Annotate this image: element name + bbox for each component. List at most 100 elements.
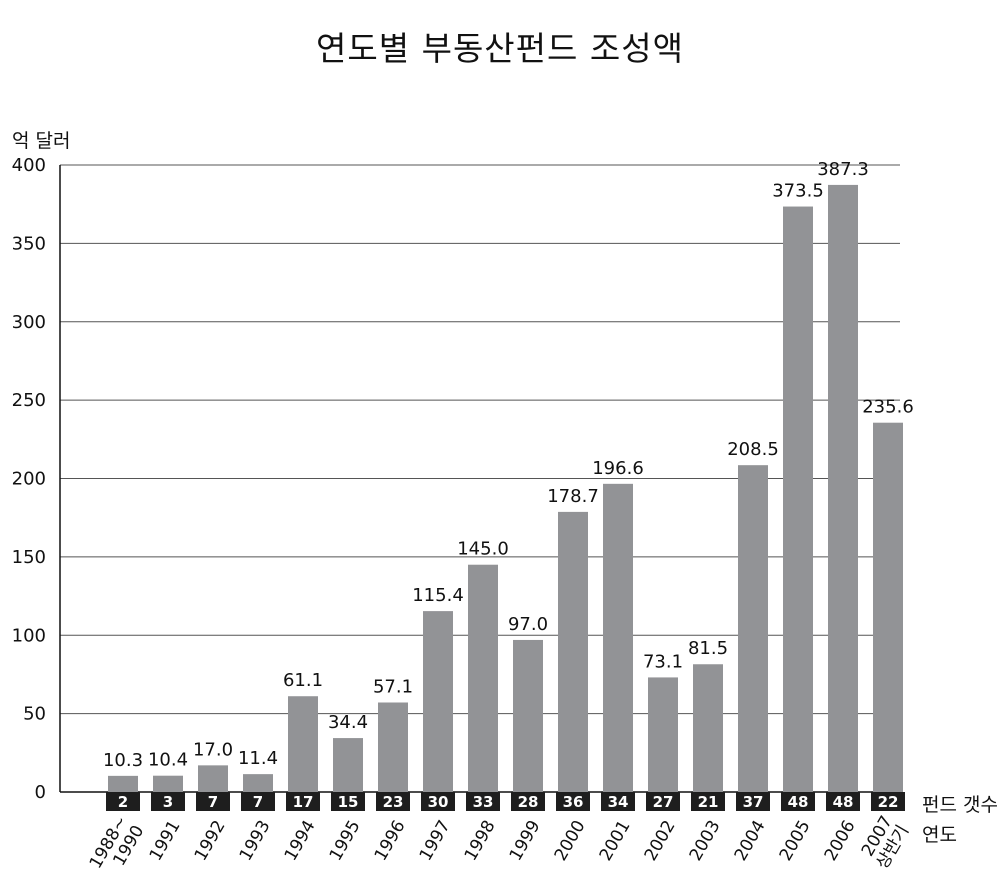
- x-tick-label-line: 2006: [821, 817, 860, 864]
- y-tick-label: 300: [12, 312, 46, 333]
- fund-count-value: 3: [163, 793, 173, 811]
- bar: [828, 184, 858, 793]
- x-tick-label: 2005: [776, 817, 815, 864]
- bar-value-label: 61.1: [283, 670, 323, 691]
- fund-count-box: [781, 792, 815, 811]
- bar: [513, 639, 543, 792]
- fund-count-value: 7: [253, 793, 263, 811]
- bar-value-label: 10.3: [103, 750, 143, 771]
- y-tick-label: 0: [35, 782, 46, 803]
- x-tick-label: 1993: [236, 817, 275, 864]
- fund-count-value: 30: [428, 793, 449, 811]
- bar: [648, 677, 678, 792]
- y-tick-label: 200: [12, 469, 46, 490]
- chart-title: 연도별 부동산펀드 조성액: [316, 29, 684, 68]
- x-tick-label-line: 2000: [551, 817, 590, 864]
- bar-value-label: 11.4: [238, 748, 278, 769]
- x-tick-label-line: 1997: [416, 817, 455, 864]
- bar: [738, 465, 768, 792]
- bar: [423, 611, 453, 792]
- y-tick-label: 50: [23, 704, 46, 725]
- y-tick-label: 400: [12, 155, 46, 176]
- fund-count-value: 36: [563, 793, 584, 811]
- x-tick-label: 1995: [326, 817, 365, 864]
- x-tick-label-line: 1994: [281, 817, 320, 864]
- bar-value-label: 10.4: [148, 750, 188, 771]
- fund-count-value: 48: [833, 793, 854, 811]
- x-tick-label: 2001: [596, 817, 635, 864]
- fund-count-value: 28: [518, 793, 539, 811]
- fund-count-box: [466, 792, 500, 811]
- bar-value-label: 178.7: [547, 486, 599, 507]
- fund-count-value: 7: [208, 793, 218, 811]
- fund-count-value: 33: [473, 793, 494, 811]
- bar: [468, 564, 498, 792]
- x-tick-label: 2006: [821, 817, 860, 864]
- fund-count-box: [421, 792, 455, 811]
- fund-count-box: [106, 792, 140, 811]
- fund-count-value: 17: [293, 793, 314, 811]
- x-tick-label: 2000: [551, 817, 590, 864]
- fund-count-box: [286, 792, 320, 811]
- x-tick-label: 1991: [146, 817, 185, 864]
- bar: [243, 774, 273, 792]
- x-tick-label-line: 2001: [596, 817, 635, 864]
- fund-count-box: [646, 792, 680, 811]
- x-tick-label-line: 2004: [731, 817, 770, 864]
- bar-value-label: 81.5: [688, 638, 728, 659]
- x-tick-label-line: 1993: [236, 817, 275, 864]
- x-tick-label: 1992: [191, 817, 230, 864]
- x-tick-label-line: 2003: [686, 817, 725, 864]
- bar: [288, 696, 318, 792]
- x-tick-label: 1994: [281, 817, 320, 864]
- bar-value-label: 387.3: [817, 159, 869, 180]
- fund-count-box: [151, 792, 185, 811]
- fund-count-box: [736, 792, 770, 811]
- x-tick-label: 1999: [506, 817, 545, 864]
- fund-count-value: 21: [698, 793, 719, 811]
- bar-value-label: 208.5: [727, 439, 779, 460]
- fund-count-value: 34: [608, 793, 629, 811]
- bar-value-label: 17.0: [193, 739, 233, 760]
- bar-value-label: 97.0: [508, 614, 548, 635]
- bar: [333, 738, 363, 792]
- bar: [693, 664, 723, 792]
- fund-count-box: [241, 792, 275, 811]
- bar-value-label: 73.1: [643, 651, 683, 672]
- y-tick-label: 150: [12, 547, 46, 568]
- fund-count-box: [826, 792, 860, 811]
- x-tick-label-line: 2002: [641, 817, 680, 864]
- fund-count-box: [511, 792, 545, 811]
- bar-value-label: 57.1: [373, 676, 413, 697]
- fund-count-box: [556, 792, 590, 811]
- bar: [378, 702, 408, 792]
- fund-count-box: [691, 792, 725, 811]
- y-tick-label: 350: [12, 233, 46, 254]
- x-tick-label-line: 1999: [506, 817, 545, 864]
- x-tick-label: 1996: [371, 817, 410, 864]
- y-tick-label: 100: [12, 625, 46, 646]
- x-tick-label: 1998: [461, 817, 500, 864]
- fund-count-value: 27: [653, 793, 674, 811]
- fund-count-value: 23: [383, 793, 404, 811]
- x-tick-label-line: 1996: [371, 817, 410, 864]
- bar: [783, 206, 813, 792]
- fund-count-value: 37: [743, 793, 764, 811]
- fund-count-value: 22: [878, 793, 899, 811]
- bar: [153, 775, 183, 792]
- bar: [108, 775, 138, 792]
- x-tick-label-line: 1995: [326, 817, 365, 864]
- x-tick-label: 1988~1990: [86, 813, 149, 873]
- bar: [198, 765, 228, 792]
- bar-value-label: 373.5: [772, 181, 824, 202]
- x-tick-label-line: 1992: [191, 817, 230, 864]
- x-axis-label: 연도: [922, 824, 957, 846]
- fund-count-row-label: 펀드 갯수: [922, 794, 998, 816]
- x-tick-label-line: 1991: [146, 817, 185, 864]
- x-tick-label-line: 1998: [461, 817, 500, 864]
- x-tick-label-line: 2005: [776, 817, 815, 864]
- bar: [603, 483, 633, 792]
- x-tick-label: 1997: [416, 817, 455, 864]
- fund-count-box: [196, 792, 230, 811]
